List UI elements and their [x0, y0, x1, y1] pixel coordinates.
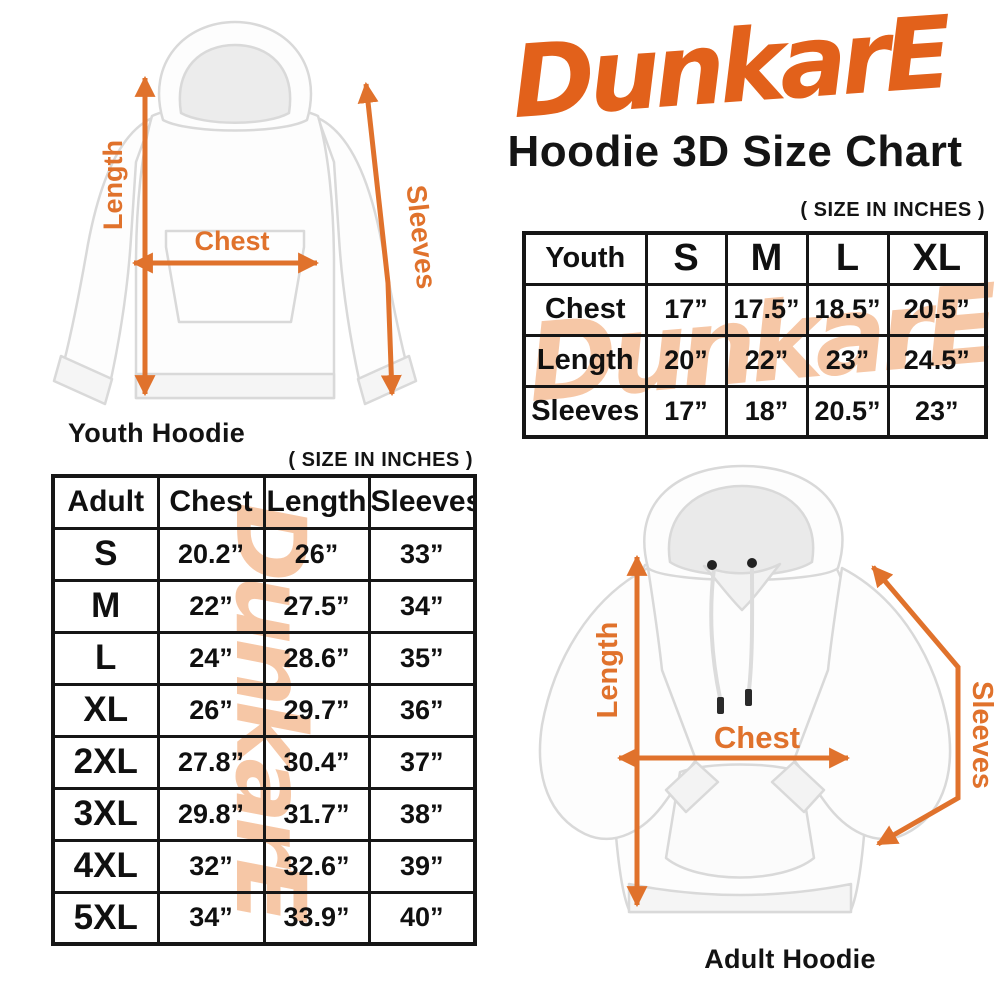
table-cell: 27.8” — [156, 734, 266, 790]
table-cell: 30.4” — [262, 734, 371, 790]
table-cell: 37” — [367, 734, 477, 790]
table-cell: 18” — [724, 384, 809, 439]
youth-table-corner: Youth — [522, 231, 648, 286]
adult-table-corner: Adult — [51, 474, 160, 530]
row-label: S — [51, 526, 160, 582]
table-cell: 22” — [724, 333, 809, 388]
row-label: 4XL — [51, 838, 160, 894]
youth-table-header-row: Youth S M L XL — [522, 231, 988, 286]
table-cell: 39” — [367, 838, 477, 894]
youth-figure-label: Youth Hoodie — [68, 418, 246, 448]
table-cell: 29.7” — [262, 682, 371, 738]
row-label: Chest — [522, 282, 648, 337]
adult-length-annotation: Length — [592, 622, 624, 719]
table-cell: 32.6” — [262, 838, 371, 894]
table-cell: 23” — [805, 333, 890, 388]
table-cell: 24.5” — [886, 333, 988, 388]
adult-table-header-row: Adult Chest Length Sleeves — [51, 474, 477, 530]
table-cell: 35” — [367, 630, 477, 686]
table-cell: 22” — [156, 578, 266, 634]
adult-size-table: Adult Chest Length Sleeves S 20.2” 26” 3… — [51, 474, 477, 946]
row-label: 3XL — [51, 786, 160, 842]
table-cell: 17” — [644, 384, 728, 439]
table-cell: 36” — [367, 682, 477, 738]
table-cell: 31.7” — [262, 786, 371, 842]
adult-figure-label: Adult Hoodie — [704, 944, 876, 974]
table-cell: 40” — [367, 890, 477, 946]
youth-length-annotation: Length — [98, 140, 128, 230]
table-cell: 38” — [367, 786, 477, 842]
youth-chest-annotation: Chest — [194, 226, 269, 256]
table-cell: 28.6” — [262, 630, 371, 686]
youth-hoodie-figure: Length Chest Sleeves — [52, 20, 443, 406]
table-cell: 20.5” — [805, 384, 890, 439]
youth-size-table: Youth S M L XL Chest 17” 17.5” 18.5” 20.… — [522, 231, 988, 439]
youth-col-m: M — [724, 231, 809, 286]
page-title: Hoodie 3D Size Chart — [507, 127, 963, 176]
table-cell: 17” — [644, 282, 728, 337]
row-label: XL — [51, 682, 160, 738]
adult-col-chest: Chest — [156, 474, 266, 530]
table-cell: 33.9” — [262, 890, 371, 946]
youth-sleeves-arrow — [357, 81, 402, 397]
adult-sleeves-arrow — [871, 565, 961, 847]
youth-units-note: ( SIZE IN INCHES ) — [800, 199, 985, 221]
table-cell: 18.5” — [805, 282, 890, 337]
table-cell: 24” — [156, 630, 266, 686]
row-label: L — [51, 630, 160, 686]
adult-size-row: 4XL 32” 32.6” 39” — [51, 838, 477, 894]
adult-size-row: M 22” 27.5” 34” — [51, 578, 477, 634]
table-cell: 29.8” — [156, 786, 266, 842]
adult-sleeves-annotation: Sleeves — [966, 681, 998, 789]
table-cell: 23” — [886, 384, 988, 439]
table-cell: 20” — [644, 333, 728, 388]
adult-size-row: 3XL 29.8” 31.7” 38” — [51, 786, 477, 842]
row-label: M — [51, 578, 160, 634]
youth-sleeves-annotation: Sleeves — [401, 184, 443, 291]
youth-length-row: Length 20” 22” 23” 24.5” — [522, 333, 988, 388]
table-cell: 20.5” — [886, 282, 988, 337]
adult-size-row: 5XL 34” 33.9” 40” — [51, 890, 477, 946]
table-cell: 34” — [367, 578, 477, 634]
youth-col-l: L — [805, 231, 890, 286]
adult-size-row: 2XL 27.8” 30.4” 37” — [51, 734, 477, 790]
adult-col-sleeves: Sleeves — [367, 474, 477, 530]
youth-col-s: S — [644, 231, 728, 286]
table-cell: 33” — [367, 526, 477, 582]
adult-hoodie-figure: Length Chest Sleeves — [538, 464, 998, 914]
table-cell: 32” — [156, 838, 266, 894]
youth-sleeves-row: Sleeves 17” 18” 20.5” 23” — [522, 384, 988, 439]
adult-size-row: L 24” 28.6” 35” — [51, 630, 477, 686]
adult-size-row: XL 26” 29.7” 36” — [51, 682, 477, 738]
youth-chest-row: Chest 17” 17.5” 18.5” 20.5” — [522, 282, 988, 337]
adult-chest-annotation: Chest — [714, 720, 800, 755]
table-cell: 34” — [156, 890, 266, 946]
row-label: Length — [522, 333, 648, 388]
table-cell: 26” — [156, 682, 266, 738]
adult-size-row: S 20.2” 26” 33” — [51, 526, 477, 582]
table-cell: 20.2” — [156, 526, 266, 582]
row-label: Sleeves — [522, 384, 648, 439]
youth-col-xl: XL — [886, 231, 988, 286]
table-cell: 17.5” — [724, 282, 809, 337]
table-cell: 27.5” — [262, 578, 371, 634]
adult-hoodie-drawing — [538, 464, 952, 914]
adult-col-length: Length — [262, 474, 371, 530]
adult-units-note: ( SIZE IN INCHES ) — [288, 449, 473, 471]
table-cell: 26” — [262, 526, 371, 582]
row-label: 2XL — [51, 734, 160, 790]
row-label: 5XL — [51, 890, 160, 946]
